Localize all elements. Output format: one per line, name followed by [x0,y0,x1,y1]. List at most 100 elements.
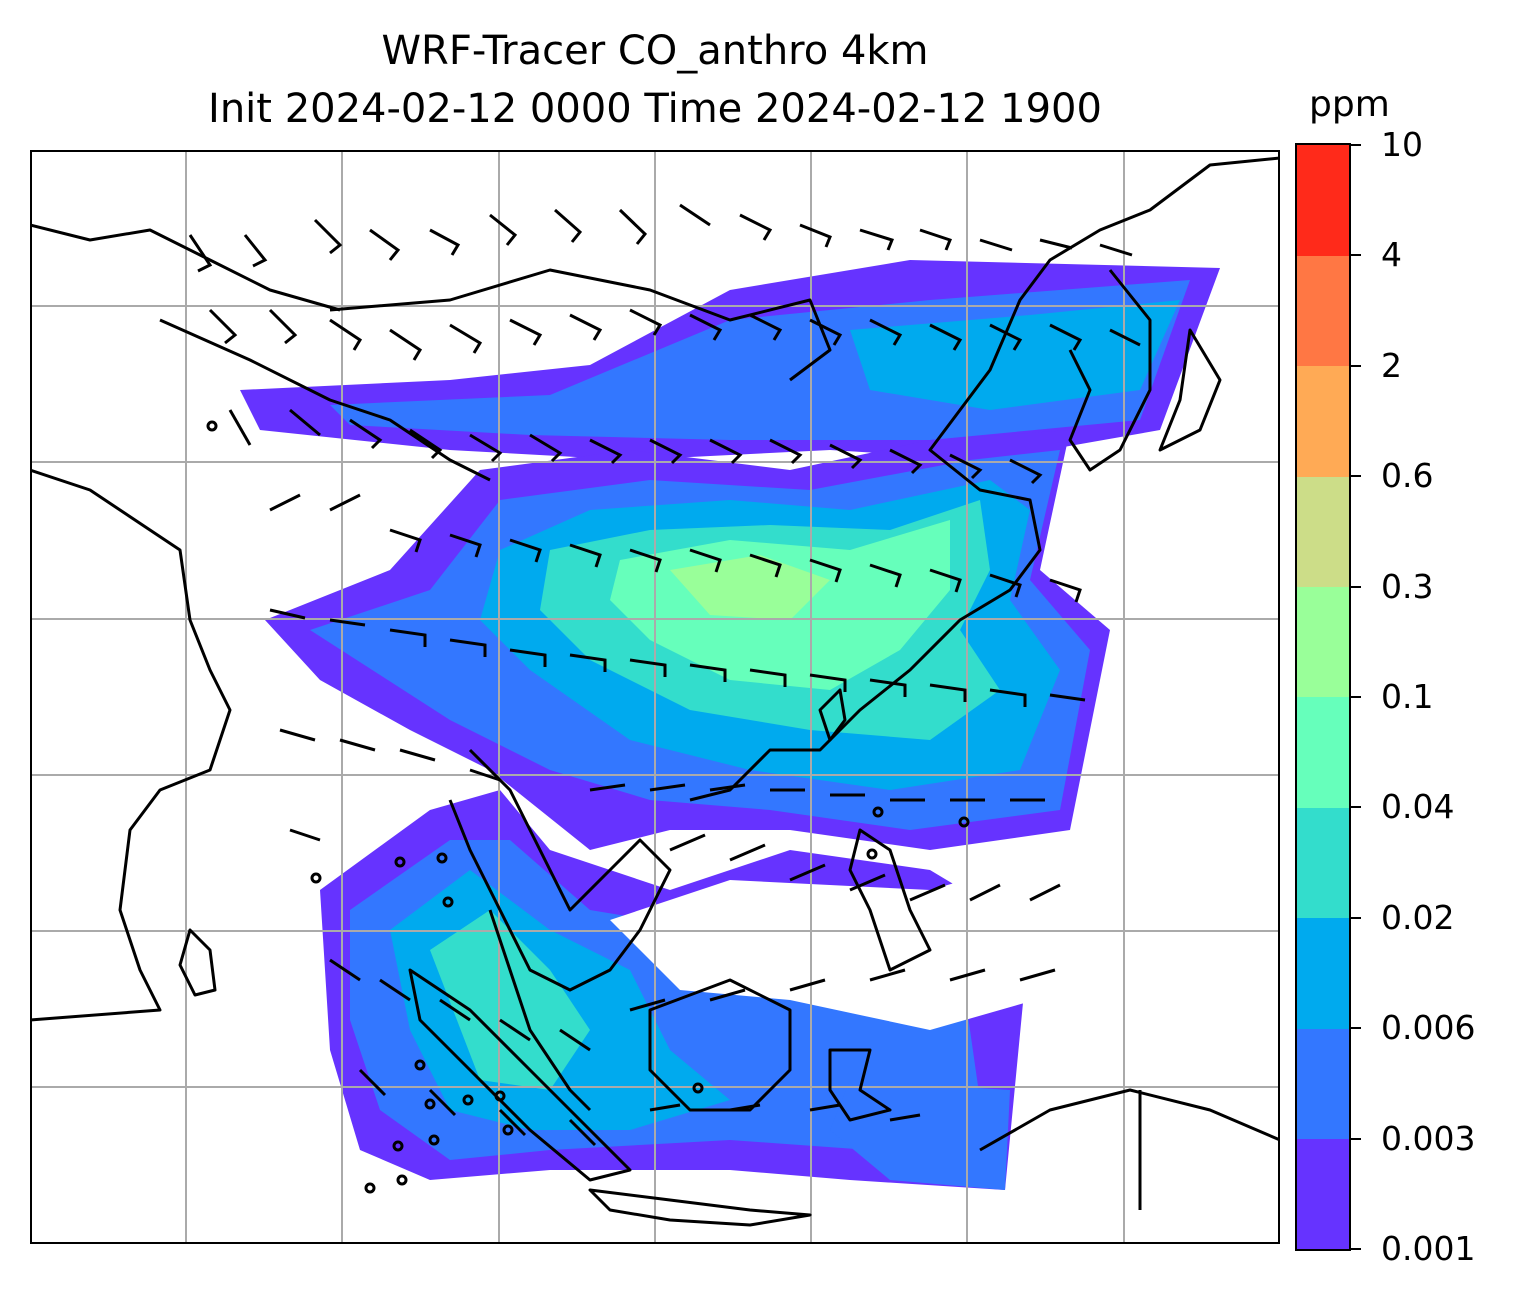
colorbar-segment [1297,917,1349,1029]
island-sulawesi [828,1048,892,1122]
colorbar-segment [1297,145,1349,256]
border-mongolia [329,268,832,382]
calm-marker [958,816,970,828]
wind-barb [749,313,783,341]
wind-barb [469,433,503,463]
wind-barb [869,678,907,697]
colorbar-tick [1351,364,1361,367]
wind-barb [449,323,483,354]
calm-marker [494,1090,506,1102]
wind-barb [729,843,766,862]
colorbar-tick-label: 0.001 [1381,1229,1476,1268]
wind-barb [554,208,583,243]
wind-barb [329,318,363,351]
coast-newguinea [979,1088,1280,1152]
wind-barb [188,234,213,273]
wind-barb [279,728,316,742]
wind-barb [509,318,543,346]
wind-barb [909,883,946,902]
wind-barb [1049,323,1083,351]
field-plume-hot [670,555,830,620]
colorbar-tick-label: 0.02 [1381,897,1455,937]
wind-barb [428,1088,457,1117]
wind-barb [559,1028,591,1052]
calm-marker [206,420,218,432]
wind-barb [329,958,361,982]
border-himalaya [159,318,491,482]
wind-barb [339,738,376,752]
wind-barb [989,573,1022,598]
wind-barb [689,663,727,682]
island-srilanka [178,928,217,997]
wind-barb [469,768,501,782]
colorbar-segment [1297,586,1349,698]
wind-barb [709,988,746,1002]
wind-barb [529,433,563,463]
colorbar-segment [1297,1028,1349,1140]
wind-barb [919,228,952,251]
wind-barb [1009,458,1043,485]
wind-barb [449,533,482,558]
coast-china-north [689,156,1280,802]
colorbar-segment [1297,476,1349,588]
tracer-field [240,260,1220,1190]
colorbar-tick-label: 0.04 [1381,787,1455,827]
colorbar-tick [1351,475,1361,478]
island-sumatra [408,968,632,1182]
coast-india [30,468,232,1022]
wind-barb [449,638,487,657]
wind-barb [809,318,843,346]
coast-korea [1068,269,1152,472]
wind-barb [949,968,986,982]
calm-marker [502,1124,514,1136]
wind-barb [1049,693,1086,702]
wind-barb [313,218,343,255]
colorbar-segment [1297,697,1349,808]
wind-barb [439,998,471,1022]
wind-barb [329,618,366,627]
wind-barb [568,1118,597,1147]
wind-barb [268,308,298,345]
wind-barb [709,438,743,465]
wind-barb [629,998,666,1012]
calm-marker [396,1174,408,1186]
wind-barb [689,548,722,573]
wind-barb [989,323,1023,351]
wind-barb [243,234,268,268]
wind-barb [799,223,832,248]
colorbar-tick-label: 0.6 [1381,456,1434,496]
map-border [30,150,1280,1244]
wind-barbs [188,203,1141,1147]
calm-marker [310,872,322,884]
calm-marker [692,1082,704,1094]
coast-indochina [448,748,672,992]
wind-barb [849,873,886,892]
colorbar-tick-label: 0.006 [1381,1008,1476,1048]
wind-barb [679,203,711,227]
wind-barb [709,783,746,792]
colorbar-segment [1297,365,1349,477]
wind-barb [929,323,963,351]
wind-barb [809,558,842,583]
wind-barb [369,228,401,261]
colorbar-tick [1351,254,1361,257]
calm-markers [206,420,970,1194]
wind-barb [749,553,782,578]
colorbar-tick [1351,916,1361,919]
wind-barb [729,1103,761,1112]
wind-barb [949,453,983,480]
wind-barb [739,213,773,241]
wind-barb [289,828,321,842]
coastlines [30,156,1280,1227]
colorbar-tick [1351,585,1361,588]
calm-marker [428,1134,440,1146]
wind-barb [358,1068,387,1097]
wind-barb [809,1103,841,1112]
wind-barb [1049,578,1082,603]
border-asia-north [30,223,341,312]
wind-barb [389,328,423,361]
coast-japan [1158,328,1222,452]
colorbar-tick-label: 0.003 [1381,1118,1476,1158]
wind-barb [569,653,607,672]
wind-barb [569,543,602,568]
